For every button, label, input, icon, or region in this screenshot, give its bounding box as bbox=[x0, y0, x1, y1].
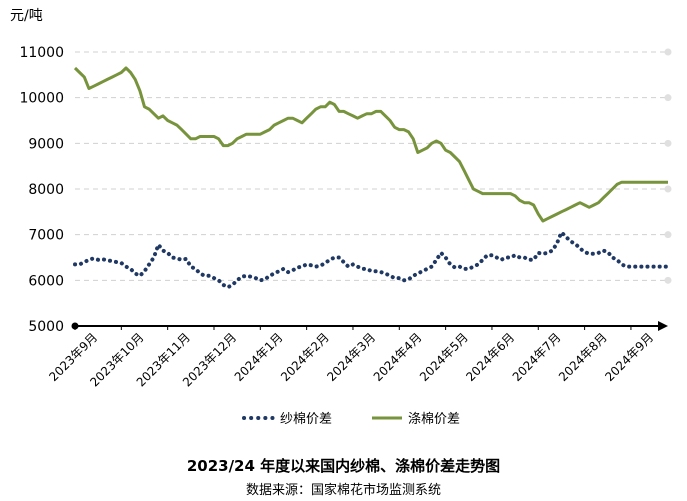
y-tick-label: 6000 bbox=[28, 273, 64, 289]
chart-source-note: 数据来源：国家棉花市场监测系统 bbox=[245, 483, 441, 498]
legend: 纱棉价差 涤棉价差 bbox=[242, 412, 460, 427]
x-tick-label: 2024年5月 bbox=[417, 330, 471, 384]
x-tick-label: 2024年2月 bbox=[278, 330, 332, 384]
y-axis-unit-label: 元/吨 bbox=[10, 8, 43, 24]
gridline-end-dot bbox=[664, 231, 672, 239]
y-tick-label: 7000 bbox=[28, 228, 64, 244]
gridline-end-dot bbox=[664, 185, 672, 193]
gridline-end-dot bbox=[664, 48, 672, 56]
series-line-poly bbox=[73, 66, 668, 223]
x-tick-label: 2024年3月 bbox=[324, 330, 378, 384]
x-axis bbox=[71, 321, 668, 331]
gridline-end-dot bbox=[664, 276, 672, 284]
x-tick-labels: 2023年9月2023年10月2023年11月2023年12月2024年1月20… bbox=[46, 326, 656, 389]
y-tick-labels: 5000 6000 7000 8000 9000 10000 11000 bbox=[19, 45, 64, 335]
y-tick-label: 5000 bbox=[28, 319, 64, 335]
x-tick-label: 2024年9月 bbox=[602, 330, 656, 384]
series-layer bbox=[73, 66, 670, 290]
series-line-yarn bbox=[73, 230, 670, 290]
y-tick-label: 10000 bbox=[19, 91, 64, 107]
y-tick-label: 8000 bbox=[28, 182, 64, 198]
chart-title: 2023/24 年度以来国内纱棉、涤棉价差走势图 bbox=[186, 457, 501, 475]
x-tick-label: 2024年6月 bbox=[463, 330, 517, 384]
gridlines bbox=[75, 48, 672, 284]
legend-label-poly: 涤棉价差 bbox=[408, 412, 460, 427]
x-tick-label: 2024年7月 bbox=[510, 330, 564, 384]
x-axis-arrow bbox=[658, 321, 668, 331]
y-tick-label: 11000 bbox=[19, 45, 64, 61]
legend-label-yarn: 纱棉价差 bbox=[280, 412, 332, 427]
x-tick-label: 2024年8月 bbox=[556, 330, 610, 384]
x-tick-label: 2024年1月 bbox=[232, 330, 286, 384]
gridline-end-dot bbox=[664, 94, 672, 102]
y-tick-label: 9000 bbox=[28, 136, 64, 152]
x-tick-label: 2024年4月 bbox=[371, 330, 425, 384]
gridline-end-dot bbox=[664, 139, 672, 147]
